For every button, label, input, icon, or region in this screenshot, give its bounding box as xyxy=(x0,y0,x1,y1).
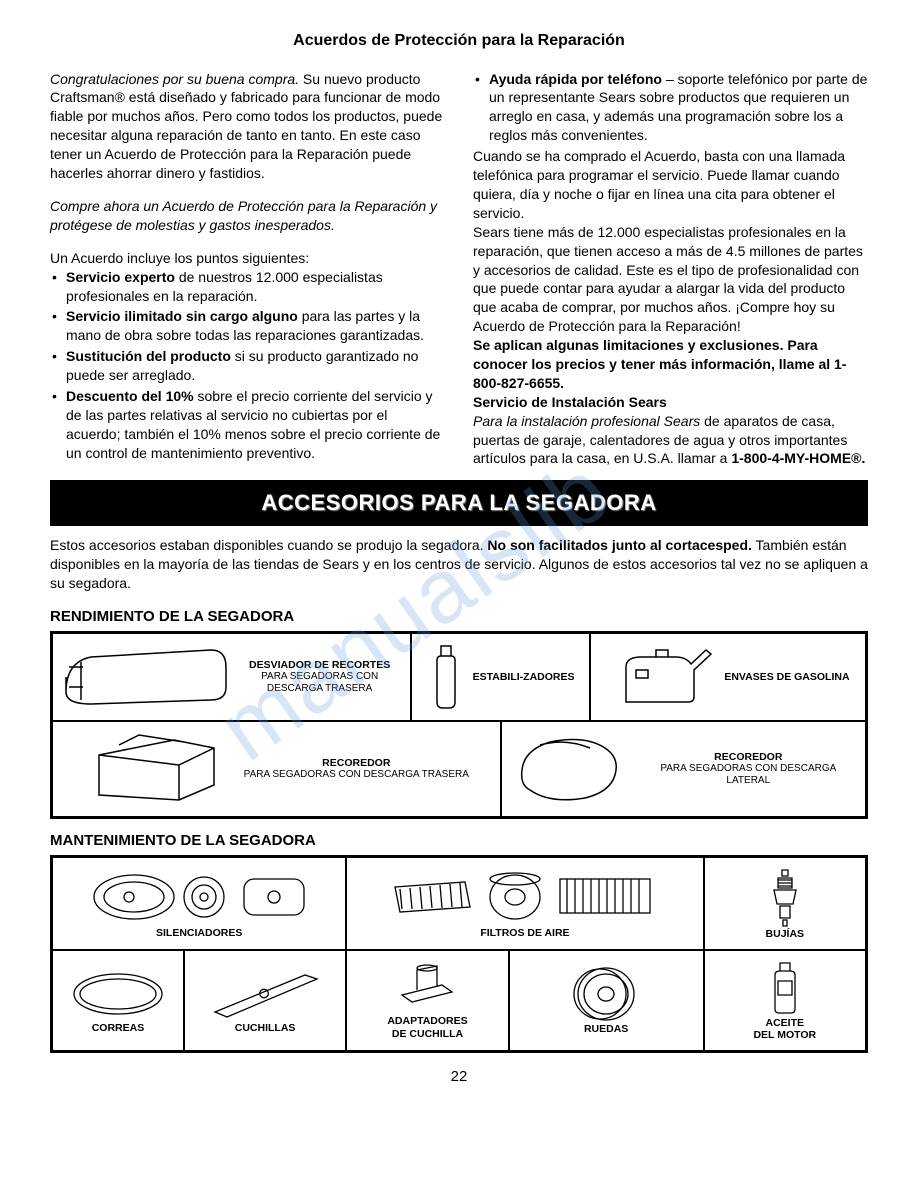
includes-line: Un Acuerdo incluye los puntos siguientes… xyxy=(50,249,445,268)
bullet-item: Descuento del 10% sobre el precio corrie… xyxy=(50,387,445,463)
left-bullets: Servicio experto de nuestros 12.000 espe… xyxy=(50,268,445,463)
cell-gascans: ENVASES DE GASOLINA xyxy=(589,634,865,720)
cell-wheels: RUEDAS xyxy=(508,951,703,1050)
cell-stabilizer: ESTABILI-ZADORES xyxy=(410,634,589,720)
grid-row: DESVIADOR DE RECORTES PARA SEGADORAS CON… xyxy=(53,634,865,720)
cell-sub: PARA SEGADORAS CON DESCARGA TRASERA xyxy=(244,769,469,781)
bullet-item: Servicio experto de nuestros 12.000 espe… xyxy=(50,268,445,306)
grid-row: SILENCIADORES FILTROS DE AIRE xyxy=(53,858,865,949)
right-column: Ayuda rápida por teléfono – soporte tele… xyxy=(473,70,868,469)
cell-title: BUJÍAS xyxy=(766,928,805,941)
cell-title: CORREAS xyxy=(92,1022,145,1035)
cell-title: ESTABILI-ZADORES xyxy=(473,671,575,684)
intro-rest: Su nuevo producto Craftsman® está diseña… xyxy=(50,71,442,181)
bullet-bold: Servicio ilimitado sin cargo alguno xyxy=(66,308,298,324)
grid-row: RECOREDOR PARA SEGADORAS CON DESCARGA TR… xyxy=(53,720,865,816)
cell-title: ENVASES DE GASOLINA xyxy=(724,671,849,684)
right-body1: Cuando se ha comprado el Acuerdo, basta … xyxy=(473,147,868,223)
maintenance-grid: SILENCIADORES FILTROS DE AIRE xyxy=(50,855,868,1053)
left-column: Congratulaciones por su buena compra. Su… xyxy=(50,70,445,469)
cell-sub: PARA SEGADORAS CON DESCARGA TRASERA xyxy=(237,671,402,695)
cell-title: DESVIADOR DE RECORTES xyxy=(237,659,402,672)
cell-mufflers: SILENCIADORES xyxy=(53,858,345,949)
belt-icon xyxy=(68,967,168,1022)
airfilter-icon xyxy=(385,867,665,927)
performance-grid: DESVIADOR DE RECORTES PARA SEGADORAS CON… xyxy=(50,631,868,819)
cell-title: CUCHILLAS xyxy=(235,1022,296,1035)
install-title: Servicio de Instalación Sears xyxy=(473,394,667,410)
two-column-body: Congratulaciones por su buena compra. Su… xyxy=(50,70,868,469)
muffler-icon xyxy=(84,867,314,927)
page-container: manualslib Acuerdos de Protección para l… xyxy=(50,30,868,1087)
bullet-bold: Descuento del 10% xyxy=(66,388,194,404)
bag-rear-icon xyxy=(84,730,234,808)
adapter-icon xyxy=(387,960,467,1015)
intro-italic: Congratulaciones por su buena compra. xyxy=(50,71,299,87)
bullet-item: Sustitución del producto si su producto … xyxy=(50,347,445,385)
cell-deflector: DESVIADOR DE RECORTES PARA SEGADORAS CON… xyxy=(53,634,410,720)
bottle-icon xyxy=(427,642,465,712)
install-italic: Para la instalación profesional Sears xyxy=(473,413,700,429)
cell-title: SILENCIADORES xyxy=(156,927,242,940)
cell-title: RUEDAS xyxy=(584,1023,628,1036)
bullet-bold: Ayuda rápida por teléfono xyxy=(489,71,662,87)
install-phone: 1-800-4-MY-HOME®. xyxy=(731,450,865,466)
cell-title: RECOREDOR xyxy=(244,757,469,770)
bullet-bold: Servicio experto xyxy=(66,269,175,285)
right-bullets: Ayuda rápida por teléfono – soporte tele… xyxy=(473,70,868,146)
wheel-icon xyxy=(566,965,646,1023)
cell-sub: DEL MOTOR xyxy=(753,1029,816,1042)
cell-adapters: ADAPTADORES DE CUCHILLA xyxy=(345,951,507,1050)
buy-now-paragraph: Compre ahora un Acuerdo de Protección pa… xyxy=(50,197,445,235)
cell-title: FILTROS DE AIRE xyxy=(480,927,569,940)
intro-part1: Estos accesorios estaban disponibles cua… xyxy=(50,537,487,553)
gascan-icon xyxy=(606,642,716,712)
deflector-icon xyxy=(61,642,231,712)
accessories-banner: ACCESORIOS PARA LA SEGADORA xyxy=(50,480,868,526)
intro-bold: No son facilitados junto al cortacesped. xyxy=(487,537,752,553)
right-body2: Sears tiene más de 12.000 especialistas … xyxy=(473,223,868,336)
cell-title: ACEITE xyxy=(766,1017,805,1030)
cell-sub: PARA SEGADORAS CON DESCARGA LATERAL xyxy=(640,763,857,787)
intro-paragraph: Congratulaciones por su buena compra. Su… xyxy=(50,70,445,183)
accessories-intro: Estos accesorios estaban disponibles cua… xyxy=(50,536,868,593)
cell-trimmer-rear: RECOREDOR PARA SEGADORAS CON DESCARGA TR… xyxy=(53,722,500,816)
cell-belts: CORREAS xyxy=(53,951,183,1050)
cell-sparkplugs: BUJÍAS xyxy=(703,858,865,949)
grid-row: CORREAS CUCHILLAS ADAPTADORES DE CUCHILL… xyxy=(53,949,865,1050)
page-title: Acuerdos de Protección para la Reparació… xyxy=(50,30,868,52)
maintenance-title: MANTENIMIENTO DE LA SEGADORA xyxy=(50,831,868,851)
sparkplug-icon xyxy=(760,866,810,928)
right-bold-block: Se aplican algunas limitaciones y exclus… xyxy=(473,336,868,393)
bag-side-icon xyxy=(510,730,630,808)
cell-blades: CUCHILLAS xyxy=(183,951,345,1050)
page-number: 22 xyxy=(50,1067,868,1087)
cell-title: RECOREDOR xyxy=(640,751,857,764)
cell-sub: DE CUCHILLA xyxy=(392,1028,463,1041)
bullet-item: Ayuda rápida por teléfono – soporte tele… xyxy=(473,70,868,146)
bullet-bold: Sustitución del producto xyxy=(66,348,231,364)
install-block: Servicio de Instalación Sears Para la in… xyxy=(473,393,868,469)
cell-trimmer-side: RECOREDOR PARA SEGADORAS CON DESCARGA LA… xyxy=(500,722,865,816)
bullet-item: Servicio ilimitado sin cargo alguno para… xyxy=(50,307,445,345)
cell-title: ADAPTADORES xyxy=(387,1015,467,1028)
performance-title: RENDIMIENTO DE LA SEGADORA xyxy=(50,607,868,627)
cell-airfilters: FILTROS DE AIRE xyxy=(345,858,702,949)
oil-bottle-icon xyxy=(765,959,805,1017)
blade-icon xyxy=(205,967,325,1022)
cell-oil: ACEITE DEL MOTOR xyxy=(703,951,865,1050)
